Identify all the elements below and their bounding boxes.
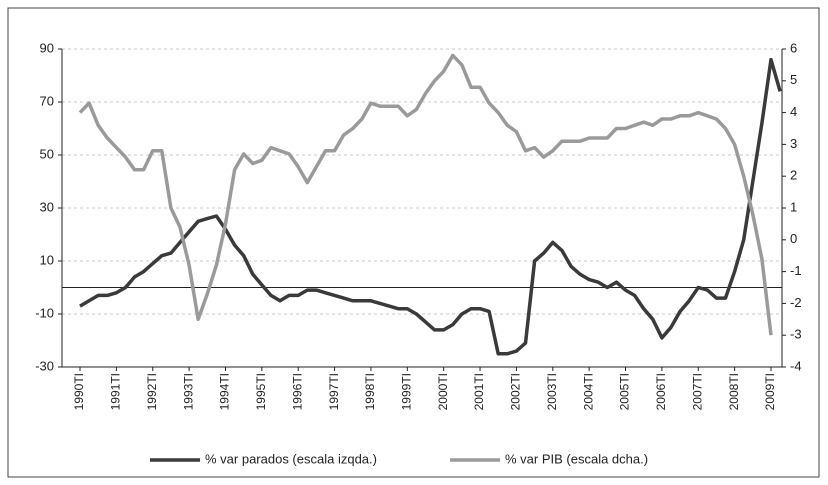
legend-label: % var PIB (escala dcha.) bbox=[505, 451, 648, 466]
y-tick-label: -30 bbox=[35, 358, 54, 373]
x-tick-label: 1991TI bbox=[109, 373, 123, 410]
x-tick-label: 1998TI bbox=[363, 373, 377, 410]
x-tick-label: 2003TI bbox=[545, 373, 559, 410]
x-tick-label: 1992TI bbox=[145, 373, 159, 410]
x-tick-label: 1993TI bbox=[181, 373, 195, 410]
x-tick-label: 2004TI bbox=[581, 373, 595, 410]
x-tick-label: 1994TI bbox=[218, 373, 232, 410]
x-tick-label: 1996TI bbox=[290, 373, 304, 410]
y2-tick-label: 1 bbox=[790, 199, 797, 214]
x-tick-label: 2000TI bbox=[436, 373, 450, 410]
series-line bbox=[79, 57, 782, 356]
y2-tick-label: 0 bbox=[790, 231, 797, 246]
y2-tick-label: 2 bbox=[790, 168, 797, 183]
x-tick-label: 2005TI bbox=[618, 373, 632, 410]
y2-tick-label: 5 bbox=[790, 72, 797, 87]
x-tick-label: 2009TI bbox=[763, 373, 777, 410]
y2-tick-label: 3 bbox=[790, 136, 797, 151]
y-tick-label: -10 bbox=[35, 305, 54, 320]
legend-label: % var parados (escala izqda.) bbox=[205, 451, 377, 466]
x-tick-label: 1997TI bbox=[327, 373, 341, 410]
x-tick-label: 1990TI bbox=[72, 373, 86, 410]
y-tick-label: 90 bbox=[40, 40, 54, 55]
x-tick-label: 2002TI bbox=[509, 373, 523, 410]
y2-tick-label: -4 bbox=[790, 358, 802, 373]
y-tick-label: 10 bbox=[40, 252, 54, 267]
x-tick-label: 1999TI bbox=[399, 373, 413, 410]
series-line bbox=[78, 53, 773, 336]
x-tick-label: 1995TI bbox=[254, 373, 268, 410]
y2-tick-label: -3 bbox=[790, 327, 802, 342]
y2-tick-label: -1 bbox=[790, 263, 802, 278]
y2-tick-label: 4 bbox=[790, 104, 797, 119]
y-tick-label: 30 bbox=[40, 199, 54, 214]
chart-border bbox=[7, 7, 820, 478]
y-tick-label: 50 bbox=[40, 146, 54, 161]
x-tick-label: 2001TI bbox=[472, 373, 486, 410]
x-tick-label: 2006TI bbox=[654, 373, 668, 410]
y2-tick-label: -2 bbox=[790, 295, 802, 310]
y2-tick-label: 6 bbox=[790, 40, 797, 55]
x-tick-label: 2007TI bbox=[690, 373, 704, 410]
x-tick-label: 2008TI bbox=[727, 373, 741, 410]
y-tick-label: 70 bbox=[40, 93, 54, 108]
